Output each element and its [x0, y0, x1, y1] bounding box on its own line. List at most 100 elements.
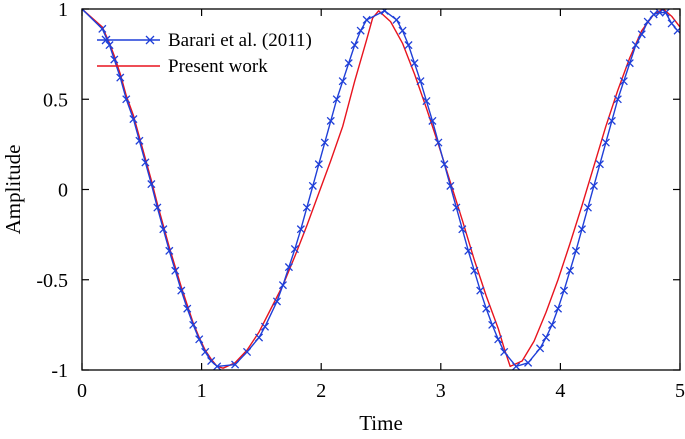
- data-point-barari: [410, 59, 419, 68]
- data-point-barari: [290, 245, 299, 254]
- data-point-barari: [595, 160, 604, 169]
- data-point-barari: [380, 9, 389, 15]
- data-point-barari: [195, 335, 204, 344]
- data-point-barari: [464, 246, 473, 255]
- series-line-present-work: [82, 9, 680, 369]
- y-axis-title: Amplitude: [1, 145, 25, 235]
- data-point-barari: [601, 138, 610, 147]
- data-point-barari: [524, 358, 533, 367]
- data-point-barari: [422, 96, 431, 106]
- data-point-barari: [637, 30, 646, 39]
- data-point-barari: [326, 116, 335, 125]
- data-point-barari: [547, 320, 557, 329]
- data-point-barari: [428, 116, 437, 125]
- data-point-barari: [254, 333, 264, 342]
- y-tick-label: 1: [58, 0, 68, 21]
- data-point-barari: [338, 77, 347, 86]
- data-point-barari: [649, 10, 658, 19]
- data-point-barari: [141, 158, 150, 167]
- y-tick-label: -0.5: [36, 270, 68, 292]
- data-point-barari: [625, 59, 634, 68]
- data-point-barari: [189, 320, 198, 329]
- data-point-barari: [661, 9, 670, 17]
- data-point-barari: [314, 160, 323, 169]
- x-tick-label: 2: [316, 380, 326, 402]
- data-point-barari: [434, 138, 443, 147]
- data-point-barari: [577, 225, 586, 234]
- data-point-barari: [476, 286, 485, 295]
- data-point-barari: [147, 180, 156, 189]
- x-tick-label: 1: [197, 380, 207, 402]
- x-tick-label: 5: [675, 380, 685, 402]
- data-point-barari: [350, 41, 359, 50]
- x-tick-label: 0: [77, 380, 87, 402]
- data-point-barari: [673, 26, 680, 35]
- data-point-barari: [404, 41, 413, 50]
- data-point-barari: [565, 266, 575, 275]
- data-point-barari: [231, 360, 240, 369]
- data-point-barari: [536, 344, 545, 353]
- x-tick-label: 3: [436, 380, 446, 402]
- data-point-barari: [82, 9, 87, 14]
- data-point-barari: [589, 181, 598, 190]
- data-point-barari: [643, 17, 652, 26]
- data-point-barari: [631, 41, 640, 50]
- data-point-barari: [183, 304, 192, 313]
- data-point-barari: [500, 347, 509, 357]
- data-point-barari: [613, 95, 622, 104]
- data-point-barari: [488, 320, 497, 329]
- data-point-barari: [667, 19, 676, 28]
- data-point-barari: [458, 225, 467, 234]
- data-point-barari: [607, 116, 616, 125]
- data-point-barari: [129, 115, 138, 124]
- data-point-barari: [553, 304, 563, 313]
- data-point-barari: [308, 181, 317, 190]
- data-point-barari: [165, 246, 174, 255]
- data-point-barari: [278, 281, 287, 290]
- data-point-barari: [362, 15, 371, 24]
- data-point-barari: [122, 95, 131, 104]
- data-point-barari: [494, 335, 503, 344]
- legend: Barari et al. (2011) Present work: [97, 30, 312, 77]
- data-point-barari: [452, 203, 461, 212]
- data-point-barari: [446, 181, 455, 190]
- data-point-barari: [344, 59, 353, 68]
- y-tick-label: 0.5: [43, 89, 68, 111]
- y-tick-label: 0: [58, 180, 68, 202]
- data-point-barari: [153, 203, 162, 212]
- x-tick-label: 4: [555, 380, 565, 402]
- data-point-barari: [559, 286, 569, 295]
- data-point-barari: [440, 160, 449, 169]
- data-point-barari: [284, 263, 293, 272]
- data-point-barari: [302, 203, 311, 212]
- data-point-barari: [619, 77, 628, 86]
- plot-area: [82, 9, 680, 370]
- legend-label-barari: Barari et al. (2011): [168, 30, 312, 51]
- data-point-barari: [655, 9, 664, 17]
- data-point-barari: [242, 347, 252, 357]
- data-point-barari: [272, 297, 282, 306]
- data-point-barari: [177, 286, 186, 295]
- data-point-barari: [320, 138, 329, 147]
- data-point-barari: [356, 26, 365, 35]
- data-point-barari: [398, 26, 407, 35]
- data-point-barari: [201, 347, 210, 357]
- data-point-barari: [116, 73, 125, 82]
- data-point-barari: [583, 203, 592, 212]
- data-point-barari: [470, 266, 479, 275]
- legend-marker-barari: [101, 35, 155, 45]
- data-point-barari: [171, 266, 180, 275]
- data-point-barari: [110, 55, 119, 64]
- data-point-barari: [213, 362, 222, 370]
- data-point-barari: [159, 225, 168, 234]
- x-axis-title: Time: [359, 411, 403, 434]
- data-point-barari: [135, 136, 144, 145]
- data-point-barari: [512, 362, 521, 370]
- data-point-barari: [416, 77, 425, 86]
- data-point-barari: [392, 15, 401, 24]
- axes: 0 1 2 3 4 5 -1 -0.5 0 0.5 1: [36, 0, 685, 402]
- data-point-barari: [482, 304, 491, 313]
- y-tick-label: -1: [51, 360, 68, 382]
